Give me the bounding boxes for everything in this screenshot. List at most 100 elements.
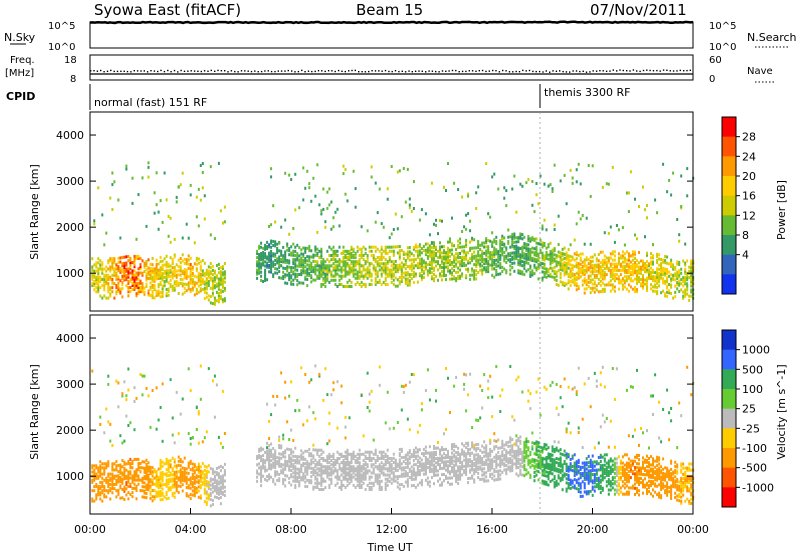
heatmap-cell	[99, 491, 102, 495]
heatmap-cell	[131, 288, 134, 291]
heatmap-cell	[386, 461, 389, 465]
heatmap-cell	[611, 262, 614, 266]
heatmap-cell	[471, 236, 474, 240]
heatmap-cell	[674, 266, 677, 269]
heatmap-cell	[491, 267, 494, 271]
heatmap-cell	[652, 289, 654, 293]
heatmap-cell	[410, 266, 413, 270]
heatmap-cell	[686, 282, 689, 286]
heatmap-cell	[453, 275, 456, 279]
heatmap-cell	[380, 272, 383, 276]
heatmap-cell	[109, 286, 112, 290]
heatmap-cell	[223, 288, 226, 292]
heatmap-cell	[418, 257, 421, 261]
heatmap-cell	[155, 480, 158, 484]
heatmap-cell	[171, 272, 174, 276]
heatmap-cell	[185, 258, 188, 262]
heatmap-cell	[527, 253, 530, 257]
heatmap-cell	[615, 262, 618, 266]
heatmap-cell	[332, 454, 335, 458]
heatmap-cell	[378, 268, 381, 272]
heatmap-cell	[451, 267, 453, 271]
heatmap-cell	[461, 255, 464, 259]
heatmap-cell	[583, 268, 586, 272]
heatmap-cell	[543, 254, 546, 258]
heatmap-cell	[334, 270, 337, 274]
heatmap-cell	[294, 276, 297, 280]
heatmap-cell	[324, 467, 327, 471]
heatmap-cell	[121, 394, 124, 398]
heatmap-cell	[352, 260, 355, 264]
heatmap-cell	[133, 259, 136, 262]
nave-point	[448, 70, 450, 72]
heatmap-cell	[274, 470, 277, 474]
heatmap-cell	[139, 263, 142, 267]
heatmap-cell	[189, 486, 192, 490]
heatmap-cell	[511, 239, 514, 243]
heatmap-cell	[439, 255, 441, 259]
heatmap-cell	[103, 485, 106, 489]
heatmap-cell	[336, 473, 339, 477]
beam-title: Beam 15	[356, 1, 423, 19]
heatmap-cell	[553, 257, 556, 261]
heatmap-cell	[656, 277, 659, 281]
heatmap-cell	[648, 262, 650, 266]
heatmap-cell	[519, 257, 522, 261]
heatmap-cell	[272, 478, 275, 482]
heatmap-cell	[416, 253, 419, 257]
heatmap-cell	[318, 473, 321, 477]
nave-point	[257, 71, 259, 73]
heatmap-cell	[650, 274, 652, 278]
nave-point	[458, 71, 460, 73]
nave-point	[297, 70, 300, 73]
heatmap-cell	[374, 450, 377, 454]
nave-point	[502, 69, 504, 72]
heatmap-cell	[646, 289, 648, 292]
heatmap-cell	[412, 281, 415, 284]
heatmap-cell	[272, 254, 275, 258]
heatmap-cell	[109, 487, 112, 491]
heatmap-cell	[589, 264, 592, 268]
heatmap-cell	[634, 252, 636, 256]
heatmap-cell	[185, 479, 188, 483]
heatmap-cell	[666, 290, 669, 294]
heatmap-cell	[481, 258, 484, 262]
heatmap-cell	[571, 176, 574, 180]
heatmap-cell	[654, 279, 657, 283]
heatmap-cell	[350, 452, 353, 456]
heatmap-cell	[652, 243, 654, 247]
heatmap-cell	[342, 264, 345, 268]
heatmap-cell	[187, 432, 190, 436]
heatmap-cell	[362, 274, 365, 278]
heatmap-cell	[527, 257, 530, 261]
nave-point	[612, 69, 614, 71]
heatmap-cell	[467, 259, 470, 263]
heatmap-cell	[167, 496, 170, 500]
heatmap-cell	[420, 261, 423, 265]
heatmap-cell	[670, 260, 673, 264]
heatmap-cell	[400, 265, 403, 269]
heatmap-cell	[153, 211, 156, 215]
heatmap-cell	[378, 258, 381, 262]
heatmap-cell	[334, 483, 337, 487]
heatmap-cell	[211, 498, 214, 502]
heatmap-cell	[165, 493, 168, 497]
heatmap-cell	[276, 456, 279, 460]
heatmap-cell	[350, 262, 353, 266]
heatmap-cell	[187, 367, 190, 371]
heatmap-cell	[499, 245, 502, 249]
heatmap-cell	[392, 228, 395, 231]
heatmap-cell	[159, 406, 162, 409]
heatmap-cell	[201, 440, 204, 444]
heatmap-cell	[366, 270, 369, 274]
heatmap-cell	[515, 255, 518, 258]
heatmap-cell	[354, 467, 357, 471]
heatmap-cell	[493, 240, 496, 244]
heatmap-cell	[302, 281, 305, 285]
heatmap-cell	[599, 275, 602, 279]
heatmap-cell	[199, 276, 202, 280]
heatmap-cell	[211, 279, 214, 283]
heatmap-cell	[270, 245, 273, 249]
heatmap-cell	[340, 469, 343, 473]
heatmap-cell	[302, 464, 305, 467]
